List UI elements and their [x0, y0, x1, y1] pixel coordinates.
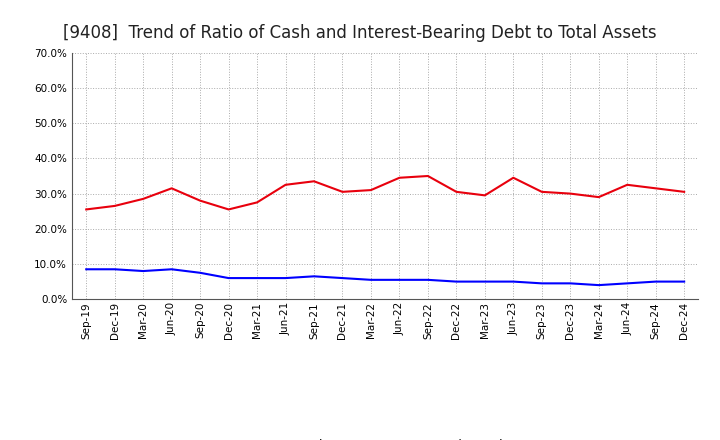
Cash	[423, 173, 432, 179]
Interest-Bearing Debt	[595, 282, 603, 288]
Cash	[366, 187, 375, 193]
Cash	[167, 186, 176, 191]
Line: Interest-Bearing Debt: Interest-Bearing Debt	[86, 269, 684, 285]
Interest-Bearing Debt	[652, 279, 660, 284]
Cash	[253, 200, 261, 205]
Interest-Bearing Debt	[110, 267, 119, 272]
Interest-Bearing Debt	[452, 279, 461, 284]
Cash	[82, 207, 91, 212]
Cash	[139, 196, 148, 202]
Interest-Bearing Debt	[253, 275, 261, 281]
Cash	[196, 198, 204, 203]
Cash	[338, 189, 347, 194]
Interest-Bearing Debt	[566, 281, 575, 286]
Cash	[537, 189, 546, 194]
Interest-Bearing Debt	[623, 281, 631, 286]
Cash	[680, 189, 688, 194]
Cash	[452, 189, 461, 194]
Interest-Bearing Debt	[338, 275, 347, 281]
Interest-Bearing Debt	[509, 279, 518, 284]
Interest-Bearing Debt	[680, 279, 688, 284]
Cash	[509, 175, 518, 180]
Line: Cash: Cash	[86, 176, 684, 209]
Text: [9408]  Trend of Ratio of Cash and Interest-Bearing Debt to Total Assets: [9408] Trend of Ratio of Cash and Intere…	[63, 24, 657, 42]
Interest-Bearing Debt	[82, 267, 91, 272]
Interest-Bearing Debt	[423, 277, 432, 282]
Cash	[395, 175, 404, 180]
Cash	[110, 203, 119, 209]
Cash	[623, 182, 631, 187]
Interest-Bearing Debt	[225, 275, 233, 281]
Cash	[566, 191, 575, 196]
Interest-Bearing Debt	[196, 270, 204, 275]
Interest-Bearing Debt	[395, 277, 404, 282]
Interest-Bearing Debt	[480, 279, 489, 284]
Cash	[652, 186, 660, 191]
Cash	[282, 182, 290, 187]
Cash	[480, 193, 489, 198]
Cash	[595, 194, 603, 200]
Cash	[310, 179, 318, 184]
Interest-Bearing Debt	[139, 268, 148, 274]
Interest-Bearing Debt	[310, 274, 318, 279]
Legend: Cash, Interest-Bearing Debt: Cash, Interest-Bearing Debt	[253, 433, 517, 440]
Interest-Bearing Debt	[366, 277, 375, 282]
Cash	[225, 207, 233, 212]
Interest-Bearing Debt	[167, 267, 176, 272]
Interest-Bearing Debt	[537, 281, 546, 286]
Interest-Bearing Debt	[282, 275, 290, 281]
